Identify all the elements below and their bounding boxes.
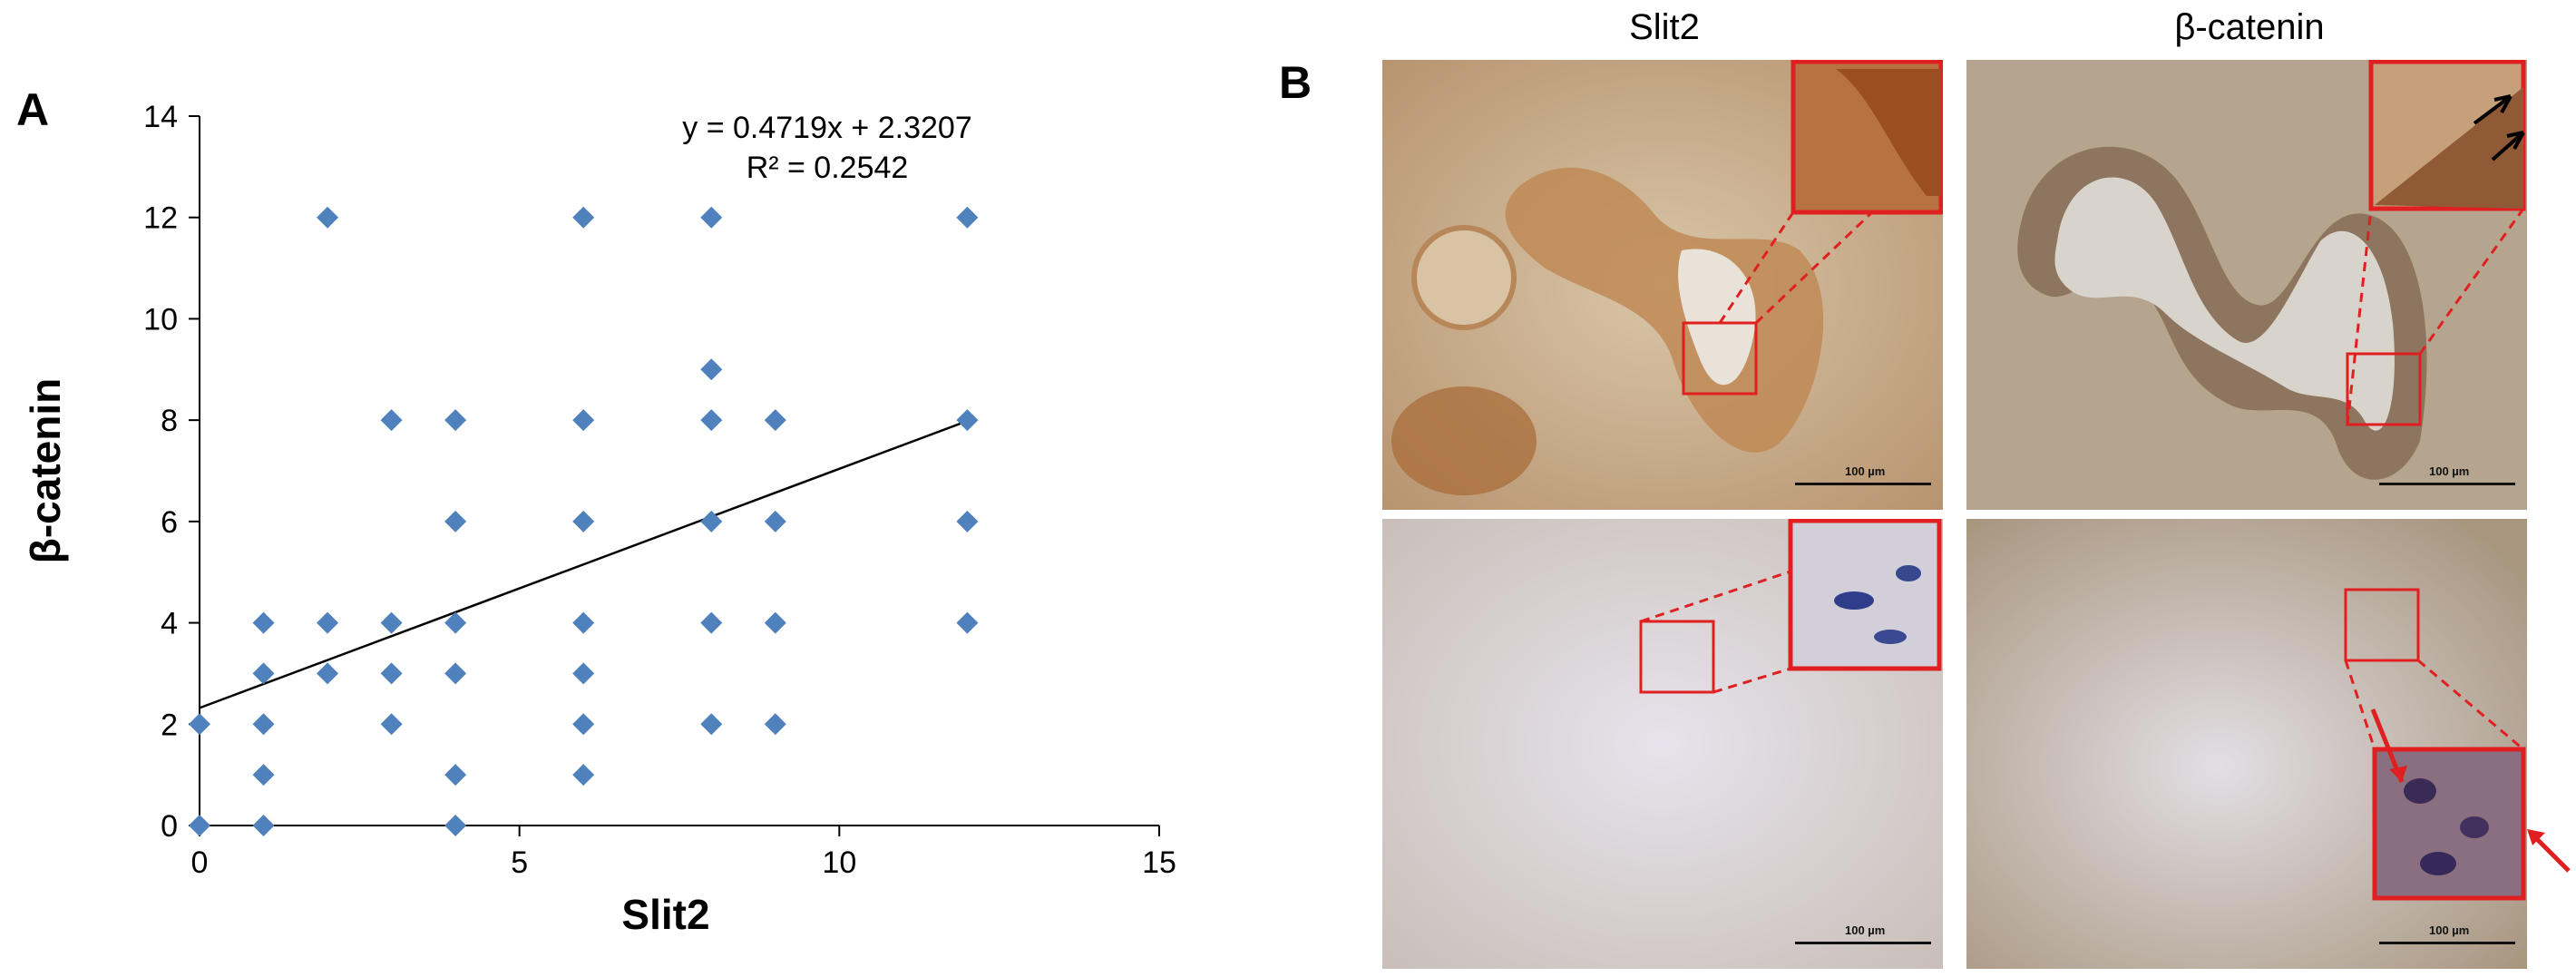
data-point [956,206,979,229]
data-point [380,662,403,685]
y-tick-label: 0 [161,809,178,844]
y-tick-label: 6 [161,505,178,540]
scale-label: 100 µm [2429,923,2470,937]
data-point [317,662,339,685]
data-point [700,510,723,532]
data-point [317,611,339,634]
data-point [444,409,467,432]
micrograph-beta-catenin-bottom: 100 µm [1966,519,2527,969]
data-point [700,358,723,381]
trendline [199,419,968,709]
data-point [317,206,339,229]
data-point [572,409,595,432]
data-point [764,510,786,532]
column-title-beta-catenin: β-catenin [2174,7,2325,47]
y-tick-label: 2 [161,708,178,742]
data-point [572,713,595,736]
data-point [380,409,403,432]
data-point [252,815,275,836]
data-point [764,611,786,634]
scale-label: 100 µm [1845,923,1886,937]
scatter-chart: 0 2 4 6 8 10 12 14 0 5 10 15 Slit2 β-catenin y = 0.471… [22,100,1176,938]
scale-bar [2379,942,2515,944]
scale-label: 100 µm [2429,464,2470,478]
scale-bar [1795,483,1931,485]
x-tick-label: 15 [1142,845,1176,880]
data-point [444,764,467,786]
data-point [572,764,595,786]
data-point [252,662,275,685]
panel-a-letter: A [16,84,50,135]
column-title-slit2: Slit2 [1629,7,1700,47]
data-point [380,611,403,634]
y-tick-label: 4 [161,607,178,641]
micrograph-slit2-top: 100 µm [1382,60,1943,510]
data-point [444,510,467,532]
data-point [252,713,275,736]
data-point [444,662,467,685]
data-point [572,510,595,532]
trendline-equation: y = 0.4719x + 2.3207 [682,111,971,145]
micrograph-beta-catenin-top: 100 µm [1966,60,2527,510]
data-point [956,510,979,532]
data-point [956,409,979,432]
data-point [572,662,595,685]
y-tick-label: 12 [143,201,178,236]
data-point [444,611,467,634]
y-tick-label: 14 [143,100,178,134]
y-tick-label: 10 [143,302,178,337]
red-arrow-icon [2527,829,2571,873]
y-tick-label: 8 [161,404,178,438]
data-point [700,713,723,736]
data-point [189,713,210,736]
x-tick-label: 0 [191,845,209,880]
x-axis-label: Slit2 [621,891,709,938]
r-squared-label: R² = 0.2542 [746,151,909,185]
scale-bar [1795,942,1931,944]
data-point [700,611,723,634]
data-point [252,764,275,786]
micrograph-slit2-bottom: 100 µm [1382,519,1943,969]
panel-b-letter: B [1279,57,1312,108]
y-axis-label: β-catenin [22,378,69,563]
data-point [700,206,723,229]
x-tick-label: 10 [822,845,856,880]
data-point [380,713,403,736]
data-point [764,713,786,736]
data-point [572,206,595,229]
data-point [764,409,786,432]
data-point [956,611,979,634]
data-point [189,815,210,836]
data-point [700,409,723,432]
data-point [572,611,595,634]
x-tick-label: 5 [511,845,528,880]
data-point [252,611,275,634]
scale-bar [2379,483,2515,485]
scale-label: 100 µm [1845,464,1886,478]
data-point [444,815,467,836]
